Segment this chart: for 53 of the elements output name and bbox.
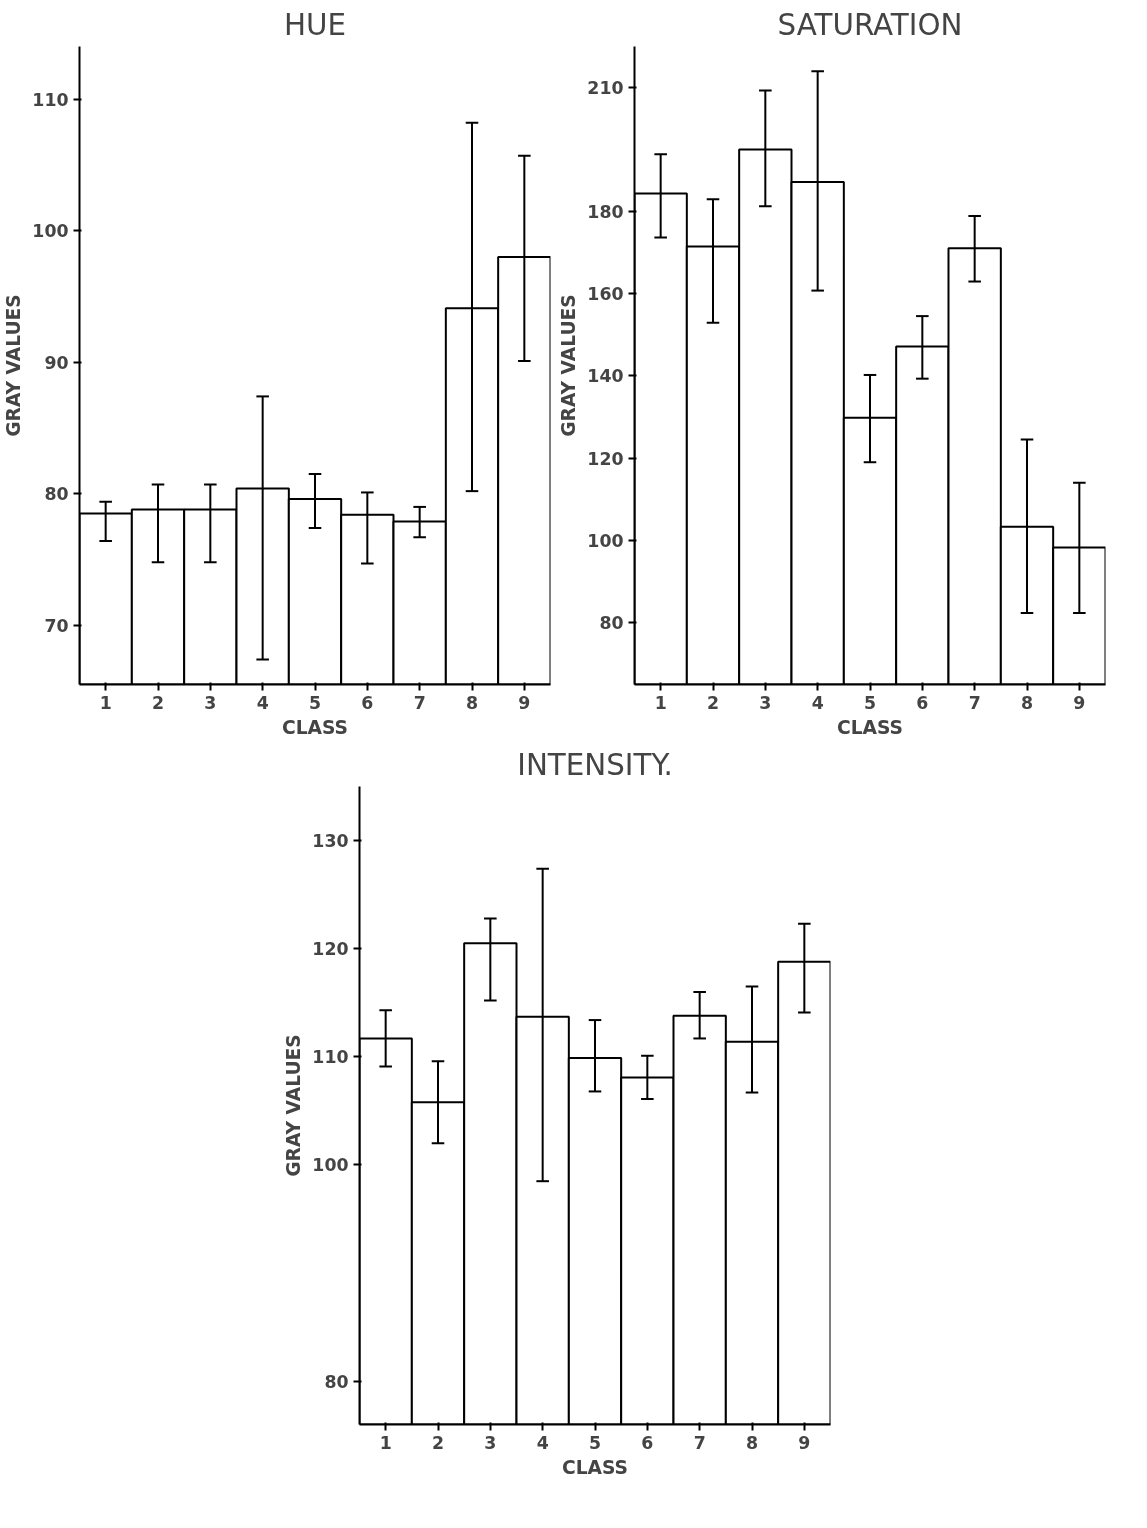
x-axis-title: CLASS bbox=[281, 716, 349, 738]
y-tick-label: 120 bbox=[587, 448, 624, 469]
x-tick-label: 1 bbox=[99, 692, 112, 713]
y-tick-label: 100 bbox=[32, 221, 69, 242]
x-tick-label: 3 bbox=[204, 692, 217, 713]
x-tick-label: 9 bbox=[798, 1432, 811, 1453]
x-tick-label: 5 bbox=[863, 692, 877, 713]
x-axis-title: CLASS bbox=[561, 1456, 629, 1478]
x-tick-label: 6 bbox=[916, 692, 929, 713]
x-tick-label: 8 bbox=[465, 692, 479, 713]
x-tick-label: 7 bbox=[693, 1432, 706, 1453]
y-tick-label: 90 bbox=[44, 352, 69, 373]
x-tick-label: 3 bbox=[484, 1432, 497, 1453]
x-tick-label: 6 bbox=[641, 1432, 654, 1453]
chart-title: INTENSITY. bbox=[517, 747, 673, 782]
x-tick-label: 8 bbox=[745, 1432, 759, 1453]
x-tick-label: 2 bbox=[431, 1432, 445, 1453]
y-tick-label: 180 bbox=[587, 201, 624, 222]
y-tick-label: 70 bbox=[44, 615, 69, 636]
x-tick-label: 4 bbox=[811, 692, 824, 713]
x-tick-label: 8 bbox=[1020, 692, 1034, 713]
y-tick-label: 210 bbox=[587, 78, 624, 99]
y-tick-label: 80 bbox=[324, 1371, 349, 1392]
x-tick-label: 3 bbox=[759, 692, 772, 713]
x-tick-label: 5 bbox=[588, 1432, 602, 1453]
y-tick-label: 110 bbox=[32, 89, 69, 110]
x-tick-label: 5 bbox=[308, 692, 322, 713]
x-tick-label: 1 bbox=[654, 692, 667, 713]
chart-title: HUE bbox=[283, 7, 347, 42]
y-tick-label: 80 bbox=[44, 484, 69, 505]
x-tick-label: 7 bbox=[413, 692, 426, 713]
x-tick-label: 4 bbox=[536, 1432, 549, 1453]
y-tick-label: 140 bbox=[587, 366, 624, 387]
chart-title: SATURATION bbox=[777, 7, 963, 42]
y-tick-label: 130 bbox=[312, 831, 349, 852]
x-tick-label: 1 bbox=[379, 1432, 392, 1453]
y-axis-title: GRAY VALUES bbox=[283, 1034, 305, 1177]
y-tick-label: 160 bbox=[587, 283, 624, 304]
y-tick-label: 110 bbox=[312, 1047, 349, 1068]
x-tick-label: 9 bbox=[1073, 692, 1086, 713]
x-tick-label: 6 bbox=[361, 692, 374, 713]
y-tick-label: 80 bbox=[599, 613, 624, 634]
x-tick-label: 9 bbox=[518, 692, 531, 713]
x-tick-label: 2 bbox=[706, 692, 720, 713]
y-axis-title: GRAY VALUES bbox=[3, 294, 25, 437]
y-axis-title: GRAY VALUES bbox=[558, 294, 580, 437]
x-tick-label: 4 bbox=[256, 692, 269, 713]
y-tick-label: 100 bbox=[312, 1155, 349, 1176]
x-axis-title: CLASS bbox=[836, 716, 904, 738]
x-tick-label: 7 bbox=[968, 692, 981, 713]
y-tick-label: 100 bbox=[587, 530, 624, 551]
y-tick-label: 120 bbox=[312, 939, 349, 960]
x-tick-label: 2 bbox=[151, 692, 165, 713]
